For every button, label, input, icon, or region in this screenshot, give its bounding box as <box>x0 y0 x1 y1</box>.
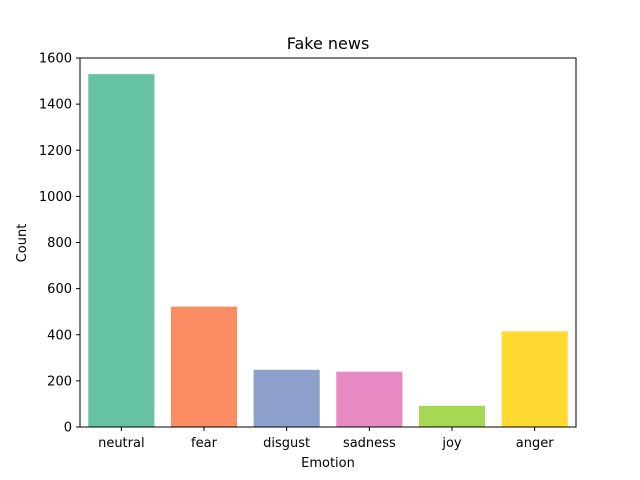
bar-fear <box>170 306 238 427</box>
x-tick-label: disgust <box>263 436 310 451</box>
x-tick-label: neutral <box>98 436 145 451</box>
chart-title: Fake news <box>287 34 370 53</box>
bar-disgust <box>253 369 320 427</box>
bar-anger <box>501 331 568 427</box>
y-tick-label: 0 <box>64 421 72 436</box>
y-axis-label: Count <box>15 224 30 263</box>
y-tick-label: 1000 <box>39 190 72 205</box>
x-tick-label: anger <box>516 436 554 451</box>
x-tick-label: sadness <box>343 436 396 451</box>
y-tick-label: 1200 <box>39 144 72 159</box>
y-tick-label: 200 <box>47 374 72 389</box>
y-tick-label: 1600 <box>39 52 72 67</box>
bar-sadness <box>336 371 403 427</box>
y-tick-label: 400 <box>47 328 72 343</box>
y-axis-ticks: 0 200 400 600 800 1000 1200 1400 1600 <box>39 52 80 436</box>
x-axis-ticks: neutral fear disgust sadness joy anger <box>98 427 554 451</box>
x-axis-label: Emotion <box>301 456 355 471</box>
bar-neutral <box>88 74 155 427</box>
x-tick-label: fear <box>191 436 218 451</box>
x-tick-label: joy <box>441 436 462 451</box>
bars-group <box>88 74 568 427</box>
y-tick-label: 600 <box>47 282 72 297</box>
y-tick-label: 800 <box>47 236 72 251</box>
y-tick-label: 1400 <box>39 98 72 113</box>
bar-joy <box>418 405 486 427</box>
plot-frame <box>79 57 577 428</box>
